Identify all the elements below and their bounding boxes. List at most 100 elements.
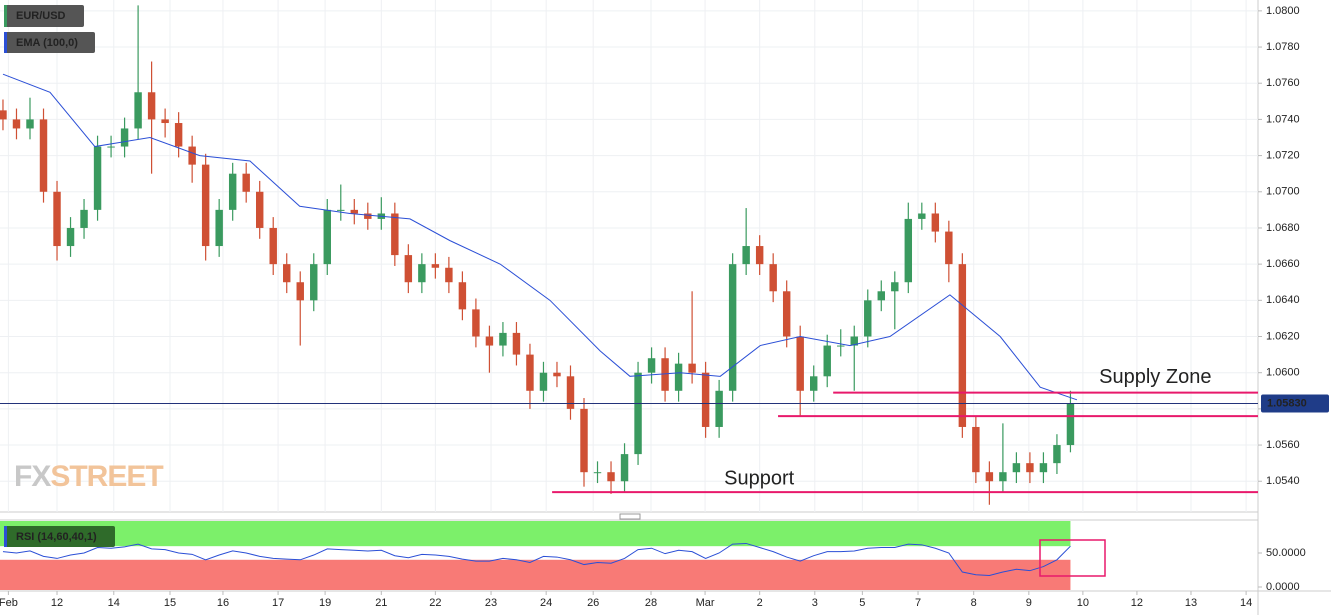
- x-tick-label: 10: [1077, 597, 1089, 609]
- candle-body: [742, 246, 750, 265]
- y-tick-label: 1.0780: [1266, 41, 1300, 53]
- x-tick-label: 12: [51, 597, 63, 609]
- candle-body: [769, 264, 777, 292]
- x-tick-label: 26: [587, 597, 599, 609]
- candle-body: [634, 372, 642, 455]
- candle-body: [134, 92, 142, 129]
- candle-body: [1039, 463, 1048, 473]
- rsi-box: [4, 526, 115, 547]
- y-tick-label: 1.0540: [1266, 475, 1300, 487]
- candle-body: [512, 332, 521, 355]
- y-tick-label: 1.0720: [1266, 149, 1300, 161]
- candle-body: [161, 119, 169, 124]
- candle-body: [458, 282, 467, 310]
- y-tick-label: 1.0740: [1266, 113, 1300, 125]
- y-tick-label: 1.0560: [1266, 439, 1300, 451]
- y-tick-label: 1.0600: [1266, 367, 1300, 379]
- candle-body: [0, 110, 7, 120]
- candle-body: [228, 173, 237, 210]
- candle-body: [337, 209, 345, 211]
- candle-body: [350, 209, 359, 214]
- candle-body: [782, 291, 791, 337]
- x-tick-label: 23: [485, 597, 497, 609]
- x-tick-label: 13: [1185, 597, 1197, 609]
- candle-body: [1066, 403, 1075, 446]
- oversold-zone: [0, 559, 1071, 590]
- candle-body: [404, 255, 413, 283]
- x-tick-label: 9: [1026, 597, 1032, 609]
- candle-body: [174, 123, 183, 147]
- candle-body: [296, 282, 304, 301]
- candle-body: [755, 246, 764, 265]
- y-tick-label: 1.0660: [1266, 258, 1300, 270]
- candle-body: [391, 213, 399, 256]
- logo-part: STREET: [50, 460, 163, 493]
- x-tick-label: 15: [164, 597, 176, 609]
- candle-body: [620, 454, 629, 482]
- candle-body: [837, 345, 845, 347]
- candle-body: [688, 363, 696, 373]
- candle-body: [1012, 463, 1021, 473]
- candle-body: [431, 264, 440, 268]
- x-tick-label: Feb: [0, 597, 18, 609]
- rsi-marker: [4, 526, 7, 547]
- x-tick-label: 22: [429, 597, 441, 609]
- overbought-zone: [0, 521, 1071, 547]
- x-tick-label: 21: [375, 597, 387, 609]
- candle-body: [661, 358, 669, 391]
- candle-body: [323, 209, 331, 265]
- x-tick-label: 14: [108, 597, 120, 609]
- candle-body: [26, 119, 34, 129]
- candle-body: [215, 209, 223, 247]
- logo-part: FX: [14, 460, 51, 493]
- x-tick-label: Mar: [696, 597, 715, 609]
- candle-body: [53, 191, 61, 247]
- x-tick-label: 28: [645, 597, 657, 609]
- logo: FXSTREET: [14, 460, 163, 493]
- candle-body: [580, 408, 588, 473]
- indicator-box: [4, 32, 95, 53]
- y-tick-label: 1.0700: [1266, 186, 1300, 198]
- candle-body: [823, 345, 831, 377]
- annotation: Supply Zone: [1099, 366, 1211, 388]
- x-tick-label: 14: [1240, 597, 1252, 609]
- x-tick-label: 8: [971, 597, 977, 609]
- symbol-box: [4, 5, 84, 27]
- candle-body: [877, 291, 885, 301]
- candle-body: [445, 267, 453, 283]
- candle-body: [931, 213, 940, 232]
- candle-body: [188, 146, 196, 165]
- candle-body: [1053, 445, 1061, 464]
- ema-line: [2, 73, 1078, 401]
- y-tick-label: 50.0000: [1266, 547, 1306, 559]
- candle-body: [958, 264, 967, 427]
- y-tick-label: 1.0620: [1266, 330, 1300, 342]
- current-price-label: 1.05830: [1267, 397, 1307, 409]
- current-price-box: [1261, 394, 1329, 413]
- x-tick-label: 19: [319, 597, 331, 609]
- candle-body: [364, 213, 372, 219]
- candle-body: [283, 264, 291, 283]
- candle-body: [918, 213, 926, 219]
- panel-handle[interactable]: [619, 513, 641, 520]
- candle-body: [850, 336, 858, 346]
- candle-body: [715, 390, 723, 427]
- y-tick-label: 1.0760: [1266, 77, 1300, 89]
- candle-body: [107, 146, 115, 148]
- y-tick-label: 1.0680: [1266, 222, 1300, 234]
- candle-body: [701, 372, 710, 427]
- x-tick-label: 17: [272, 597, 284, 609]
- symbol-marker: [4, 5, 7, 27]
- candle-body: [93, 146, 102, 210]
- candle-body: [904, 218, 913, 283]
- candle-body: [566, 376, 575, 409]
- candle-body: [147, 92, 156, 120]
- indicator-marker: [4, 32, 7, 53]
- candle-body: [553, 372, 561, 377]
- candle-body: [242, 173, 250, 192]
- candle-body: [647, 358, 656, 373]
- y-tick-label: 0.0000: [1266, 581, 1300, 593]
- candle-body: [255, 191, 264, 228]
- candle-body: [66, 227, 75, 247]
- candle-body: [607, 472, 615, 482]
